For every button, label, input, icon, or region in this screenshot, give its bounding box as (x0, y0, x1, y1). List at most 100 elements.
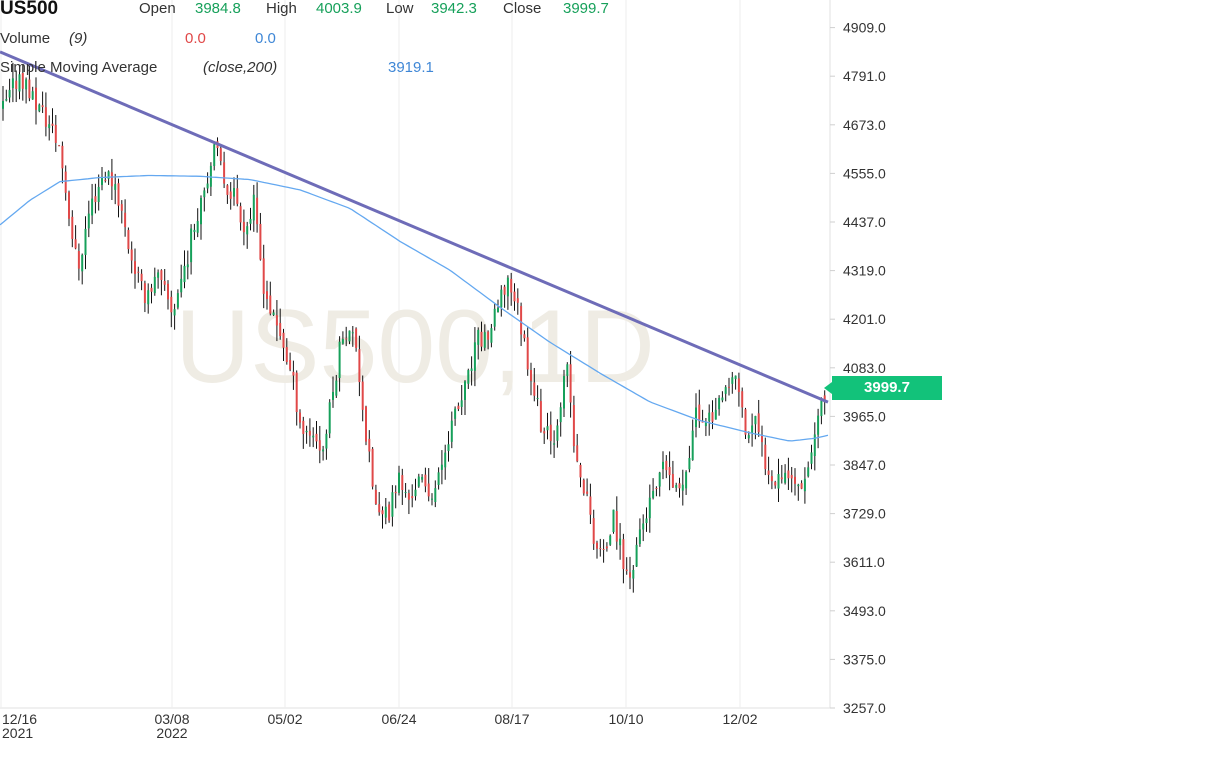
watermark: US500,1D (175, 289, 655, 405)
candle-body (807, 467, 810, 477)
candle-body (602, 548, 605, 550)
candle-body (107, 171, 110, 179)
candle-body (615, 511, 618, 542)
y-tick-label: 3729.0 (843, 506, 886, 522)
candle-body (596, 542, 598, 549)
candle-body (744, 409, 747, 435)
candle-body (77, 251, 80, 269)
candle-body (345, 338, 348, 340)
y-tick-label: 3375.0 (843, 651, 886, 667)
candle-body (348, 330, 351, 342)
candle-body (678, 483, 681, 489)
candle-body (150, 287, 153, 292)
sma-label: Simple Moving Average (0, 59, 158, 76)
close-label: Close (503, 0, 542, 17)
candle-body (124, 212, 127, 228)
candle-body (51, 123, 54, 126)
candle-body (691, 430, 694, 460)
volume-param: (9) (69, 30, 88, 47)
candle-body (64, 171, 67, 193)
candle-body (724, 387, 727, 394)
candle-body (629, 572, 631, 578)
high-value: 4003.9 (316, 0, 362, 17)
candle-body (407, 493, 410, 500)
candle-body (305, 430, 308, 433)
candle-body (506, 277, 509, 297)
candle-body (609, 535, 612, 545)
candle-body (592, 518, 595, 544)
candle-body (566, 364, 569, 376)
candle-body (302, 420, 305, 434)
candle-body (153, 276, 156, 294)
candle-body (262, 258, 265, 294)
candle-body (110, 172, 113, 187)
candle-body (586, 491, 589, 494)
candle-body (605, 546, 608, 549)
candle-body (790, 474, 793, 479)
candle-body (358, 349, 361, 383)
candle-body (563, 376, 565, 409)
sma-line (0, 174, 829, 442)
candle-body (493, 308, 496, 327)
trend-line[interactable] (0, 50, 829, 404)
candle-body (731, 377, 734, 384)
candle-body (546, 426, 549, 431)
candle-body (341, 338, 344, 344)
candle-body (44, 107, 47, 127)
candle-body (526, 337, 529, 370)
candle-body (48, 124, 51, 129)
candle-body (374, 489, 377, 504)
candle-body (18, 74, 21, 92)
grid (0, 0, 831, 709)
candle-body (183, 265, 186, 283)
candle-body (414, 489, 417, 497)
x-tick-label: 05/02 (267, 711, 302, 727)
candle-body (180, 278, 183, 293)
candle-body (219, 148, 222, 162)
close-value: 3999.7 (563, 0, 609, 17)
candle-body (398, 472, 400, 493)
open-label: Open (139, 0, 176, 17)
candle-body (292, 371, 295, 376)
candle-body (576, 445, 579, 462)
x-tick-sublabel: 2021 (2, 725, 33, 741)
candle-body (381, 510, 384, 515)
candle-body (648, 497, 651, 519)
candle-body (460, 400, 463, 407)
candle-body (193, 229, 196, 233)
candle-body (652, 490, 655, 498)
candle-body (312, 435, 315, 438)
candle-body (365, 406, 367, 442)
candle-body (11, 78, 14, 89)
candle-body (582, 479, 585, 494)
candle-body (203, 190, 206, 198)
candle-body (572, 405, 575, 447)
candle-body (322, 449, 325, 452)
candle-body (737, 378, 740, 393)
candle-body (368, 438, 371, 452)
candle-body (757, 413, 760, 433)
candle-body (226, 185, 229, 195)
candle-body (711, 412, 714, 422)
candle-body (81, 254, 84, 272)
candle-body (84, 228, 87, 255)
x-tick-label: 12/02 (722, 711, 757, 727)
candle-body (97, 186, 100, 202)
candle-body (777, 474, 780, 489)
candle-body (242, 221, 245, 233)
candle-body (671, 474, 674, 488)
candle-body (239, 206, 242, 223)
candle-body (25, 79, 28, 90)
candle-body (533, 382, 536, 396)
candle-body (335, 380, 338, 396)
candle-body (645, 518, 648, 524)
candle-body (196, 221, 199, 233)
candle-body (147, 290, 150, 305)
candle-body (813, 434, 816, 456)
candle-body (770, 476, 773, 482)
candle-body (823, 395, 826, 403)
candle-body (31, 91, 34, 100)
candle-body (751, 425, 754, 434)
candle-body (279, 322, 282, 337)
